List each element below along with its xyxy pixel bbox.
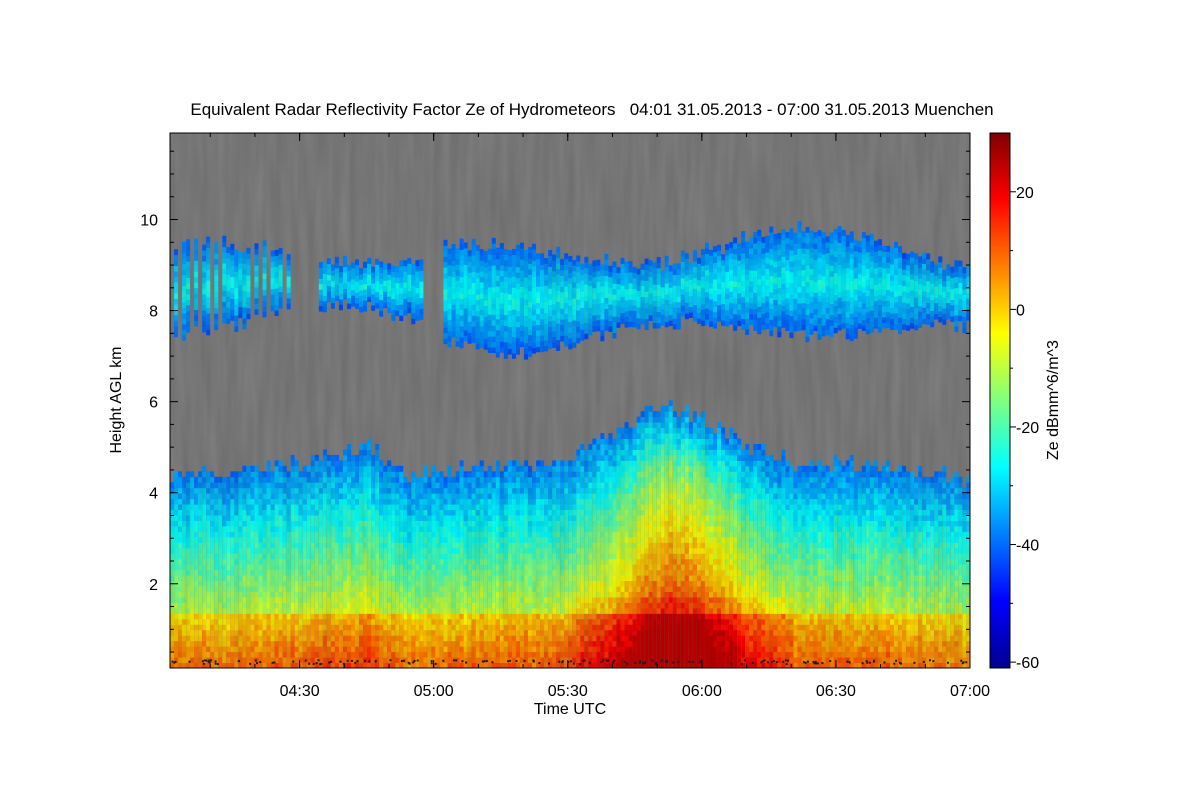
y-tick-label: 10 [140,213,158,230]
reflectivity-field [170,133,970,668]
colorbar-label: Ze dBmm^6/m^3 [1045,340,1062,460]
y-tick-label: 2 [149,577,158,594]
colorbar [989,132,1011,669]
plot-frame [169,132,971,669]
y-tick-label: 8 [149,304,158,321]
colorbar-tick-label: 0 [1016,302,1025,319]
colorbar-ticks: 20 0 -20 -40 -60 [1010,185,1039,672]
y-axis-ticks: 2 4 6 8 10 [140,150,970,653]
colorbar-tick-label: -60 [1016,655,1039,672]
y-tick-label: 6 [149,395,158,412]
colorbar-tick-label: -20 [1016,420,1039,437]
y-axis-label: Height AGL km [108,346,125,453]
x-axis-ticks: 04:30 05:00 05:30 06:00 06:30 07:00 [209,133,990,700]
y-tick-label: 4 [149,486,158,503]
chart-title: Equivalent Radar Reflectivity Factor Ze … [190,100,993,119]
colorbar-tick-label: 20 [1016,185,1034,202]
x-tick-label: 06:00 [682,683,722,700]
x-tick-label: 04:30 [280,683,320,700]
x-axis-label: Time UTC [534,701,606,718]
x-tick-label: 05:00 [414,683,454,700]
colorbar-tick-label: -40 [1016,538,1039,555]
x-tick-label: 05:30 [548,683,588,700]
x-tick-label: 06:30 [816,683,856,700]
x-tick-label: 07:00 [950,683,990,700]
